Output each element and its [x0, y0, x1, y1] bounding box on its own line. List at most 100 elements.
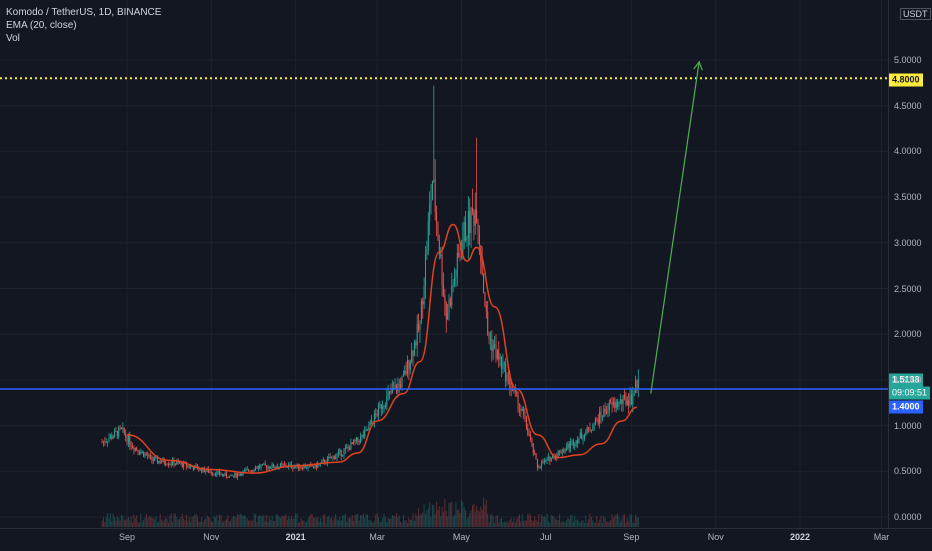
candle-body: [123, 427, 125, 434]
volume-bar: [361, 515, 363, 527]
volume-bar: [397, 517, 399, 527]
candle-body: [408, 360, 410, 370]
candle-body: [209, 471, 211, 473]
volume-bar: [389, 518, 391, 527]
volume-bar: [351, 514, 353, 527]
ema-indicator-label[interactable]: EMA (20, close): [6, 20, 77, 31]
candle-body: [235, 473, 237, 478]
volume-bar: [169, 515, 171, 527]
volume-bar: [603, 515, 605, 527]
candle-body: [138, 452, 140, 454]
volume-bar: [624, 514, 626, 527]
volume-bar: [567, 518, 569, 527]
volume-bar: [556, 519, 558, 527]
candle-body: [246, 469, 248, 471]
candle-body: [220, 474, 222, 476]
volume-bar: [628, 521, 630, 527]
candle-body: [245, 469, 247, 471]
candle-body: [437, 222, 439, 240]
volume-bar: [260, 515, 262, 527]
volume-bar: [546, 514, 548, 527]
volume-bar: [259, 515, 261, 527]
candle-body: [585, 431, 587, 436]
volume-bar: [527, 513, 529, 527]
candle-body: [539, 467, 541, 469]
candle-body: [234, 473, 236, 476]
candle-body: [268, 466, 270, 469]
candle-body: [375, 413, 377, 415]
candle-body: [243, 470, 245, 472]
candle-body: [600, 411, 602, 418]
volume-bar: [492, 516, 494, 527]
arrow-shaft[interactable]: [650, 61, 700, 394]
volume-bar: [118, 518, 120, 527]
candle-body: [528, 434, 530, 437]
volume-bar: [565, 520, 567, 527]
candle-body: [517, 393, 519, 410]
candle-body: [603, 408, 605, 417]
volume-bar: [159, 513, 161, 527]
volume-bar: [530, 515, 532, 527]
volume-bar: [440, 516, 442, 527]
volume-bar: [132, 522, 134, 527]
price-tick-label: 1.5000: [894, 374, 922, 385]
candle-body: [119, 427, 121, 429]
candle-body: [608, 402, 610, 411]
candle-body: [615, 401, 617, 408]
volume-bar: [427, 507, 429, 527]
volume-bar: [371, 521, 373, 527]
volume-bar: [541, 513, 543, 527]
candle-body: [611, 402, 613, 406]
candle-body: [104, 441, 106, 443]
candle-body: [565, 447, 567, 451]
candle-body: [404, 371, 406, 375]
symbol-title[interactable]: Komodo / TetherUS, 1D, BINANCE: [6, 7, 162, 18]
volume-bar: [431, 504, 433, 527]
candle-body: [302, 467, 304, 469]
currency-label[interactable]: USDT: [900, 8, 931, 20]
candle-body: [159, 460, 161, 463]
volume-bar: [491, 514, 493, 527]
volume-bar: [270, 519, 272, 527]
volume-bar: [380, 521, 382, 527]
volume-bar: [126, 518, 128, 527]
candle-body: [255, 467, 257, 471]
volume-bar: [409, 520, 411, 527]
volume-bar: [574, 515, 576, 527]
candle-body: [212, 473, 214, 475]
volume-bar: [266, 514, 268, 527]
candle-body: [596, 418, 598, 420]
volume-bar: [313, 517, 315, 527]
candle-body: [409, 362, 411, 370]
volume-indicator-label[interactable]: Vol: [6, 33, 20, 44]
volume-bar: [140, 513, 142, 527]
chart-canvas[interactable]: [0, 0, 888, 528]
price-axis[interactable]: [888, 0, 932, 528]
candle-body: [342, 454, 344, 457]
volume-bar: [322, 515, 324, 527]
candle-body: [607, 410, 609, 414]
candle-body: [155, 457, 157, 459]
candle-body: [588, 427, 590, 429]
volume-bars: [101, 497, 639, 527]
candle-body: [564, 449, 566, 451]
time-axis[interactable]: [0, 528, 932, 551]
candle-body: [224, 473, 226, 476]
candle-body: [459, 256, 461, 258]
volume-bar: [375, 514, 377, 527]
candle-body: [252, 470, 254, 472]
candle-body: [619, 399, 621, 402]
candle-body: [553, 455, 555, 459]
volume-bar: [355, 514, 357, 527]
candle-body: [284, 464, 286, 466]
volume-bar: [423, 504, 425, 527]
volume-bar: [539, 522, 541, 527]
volume-bar: [418, 508, 420, 527]
price-chart[interactable]: [0, 0, 888, 528]
candle-body: [187, 465, 189, 467]
candle-body: [469, 210, 471, 234]
candle-body: [343, 449, 345, 455]
price-tick-label: 3.0000: [894, 237, 922, 248]
volume-bar: [378, 517, 380, 527]
volume-bar: [368, 520, 370, 527]
